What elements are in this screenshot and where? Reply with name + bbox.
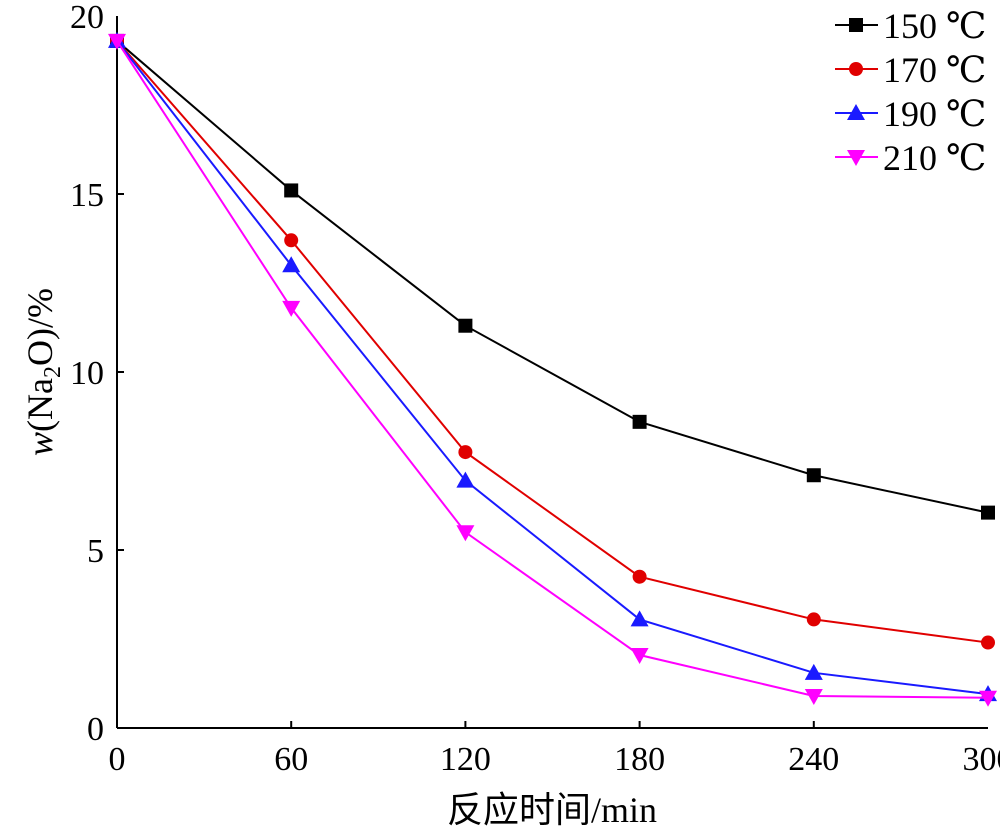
data-point bbox=[630, 610, 649, 627]
data-point bbox=[282, 300, 301, 317]
y-axis-title-subscript: 2 bbox=[40, 366, 66, 378]
y-axis-title-close: O)/% bbox=[20, 288, 60, 366]
data-point bbox=[630, 648, 649, 665]
legend-item: 150 ℃ bbox=[835, 6, 986, 46]
y-tick-label: 10 bbox=[70, 355, 104, 392]
data-point bbox=[284, 233, 299, 248]
series-line bbox=[116, 40, 989, 644]
series-4 bbox=[108, 33, 997, 707]
data-point bbox=[806, 612, 821, 627]
legend-item: 170 ℃ bbox=[835, 50, 986, 90]
x-axis-title: 反应时间/min bbox=[447, 790, 657, 830]
data-point bbox=[632, 569, 647, 584]
legend-label: 150 ℃ bbox=[883, 6, 986, 46]
ticks: 0 60 120 180 240 300 0 5 10 15 20 bbox=[70, 0, 1000, 778]
x-tick-label: 300 bbox=[963, 741, 1000, 778]
data-point bbox=[804, 663, 823, 680]
legend-marker bbox=[847, 150, 865, 166]
legend-label: 170 ℃ bbox=[883, 50, 986, 90]
y-tick-label: 5 bbox=[87, 533, 104, 570]
y-tick-label: 0 bbox=[87, 711, 104, 748]
data-point bbox=[804, 688, 823, 705]
y-axis-title: w(Na2O)/% bbox=[20, 288, 66, 456]
x-tick-label: 120 bbox=[440, 741, 491, 778]
x-tick-label: 180 bbox=[614, 741, 665, 778]
series-line bbox=[116, 40, 989, 514]
series-line bbox=[116, 40, 989, 699]
legend-label: 210 ℃ bbox=[883, 138, 986, 178]
data-point bbox=[806, 468, 821, 483]
data-point bbox=[979, 690, 997, 707]
data-point bbox=[282, 256, 301, 273]
legend-item: 210 ℃ bbox=[835, 138, 986, 178]
y-tick-label: 15 bbox=[70, 177, 104, 214]
legend-item: 190 ℃ bbox=[835, 94, 986, 134]
x-tick-label: 0 bbox=[109, 741, 126, 778]
series-2 bbox=[110, 33, 995, 650]
legend-marker bbox=[849, 62, 863, 76]
data-point bbox=[108, 33, 126, 50]
data-point bbox=[981, 505, 995, 520]
data-point bbox=[632, 414, 647, 429]
data-point bbox=[458, 318, 473, 333]
legend-label: 190 ℃ bbox=[883, 94, 986, 134]
series-1 bbox=[110, 33, 995, 520]
x-tick-label: 240 bbox=[788, 741, 839, 778]
data-point bbox=[456, 525, 475, 542]
y-axis-title-symbol: w bbox=[20, 432, 60, 456]
series-line bbox=[116, 40, 989, 696]
x-tick-label: 60 bbox=[274, 741, 308, 778]
series-layer bbox=[108, 31, 997, 707]
data-point bbox=[284, 183, 299, 198]
y-tick-label: 20 bbox=[70, 0, 104, 36]
series-3 bbox=[108, 31, 997, 702]
data-point bbox=[981, 635, 995, 650]
legend-marker bbox=[849, 18, 863, 32]
data-point bbox=[458, 445, 473, 460]
legend-marker bbox=[847, 104, 865, 120]
data-point bbox=[456, 471, 475, 488]
axes bbox=[116, 16, 988, 729]
y-axis-title-open: (Na bbox=[20, 378, 60, 432]
